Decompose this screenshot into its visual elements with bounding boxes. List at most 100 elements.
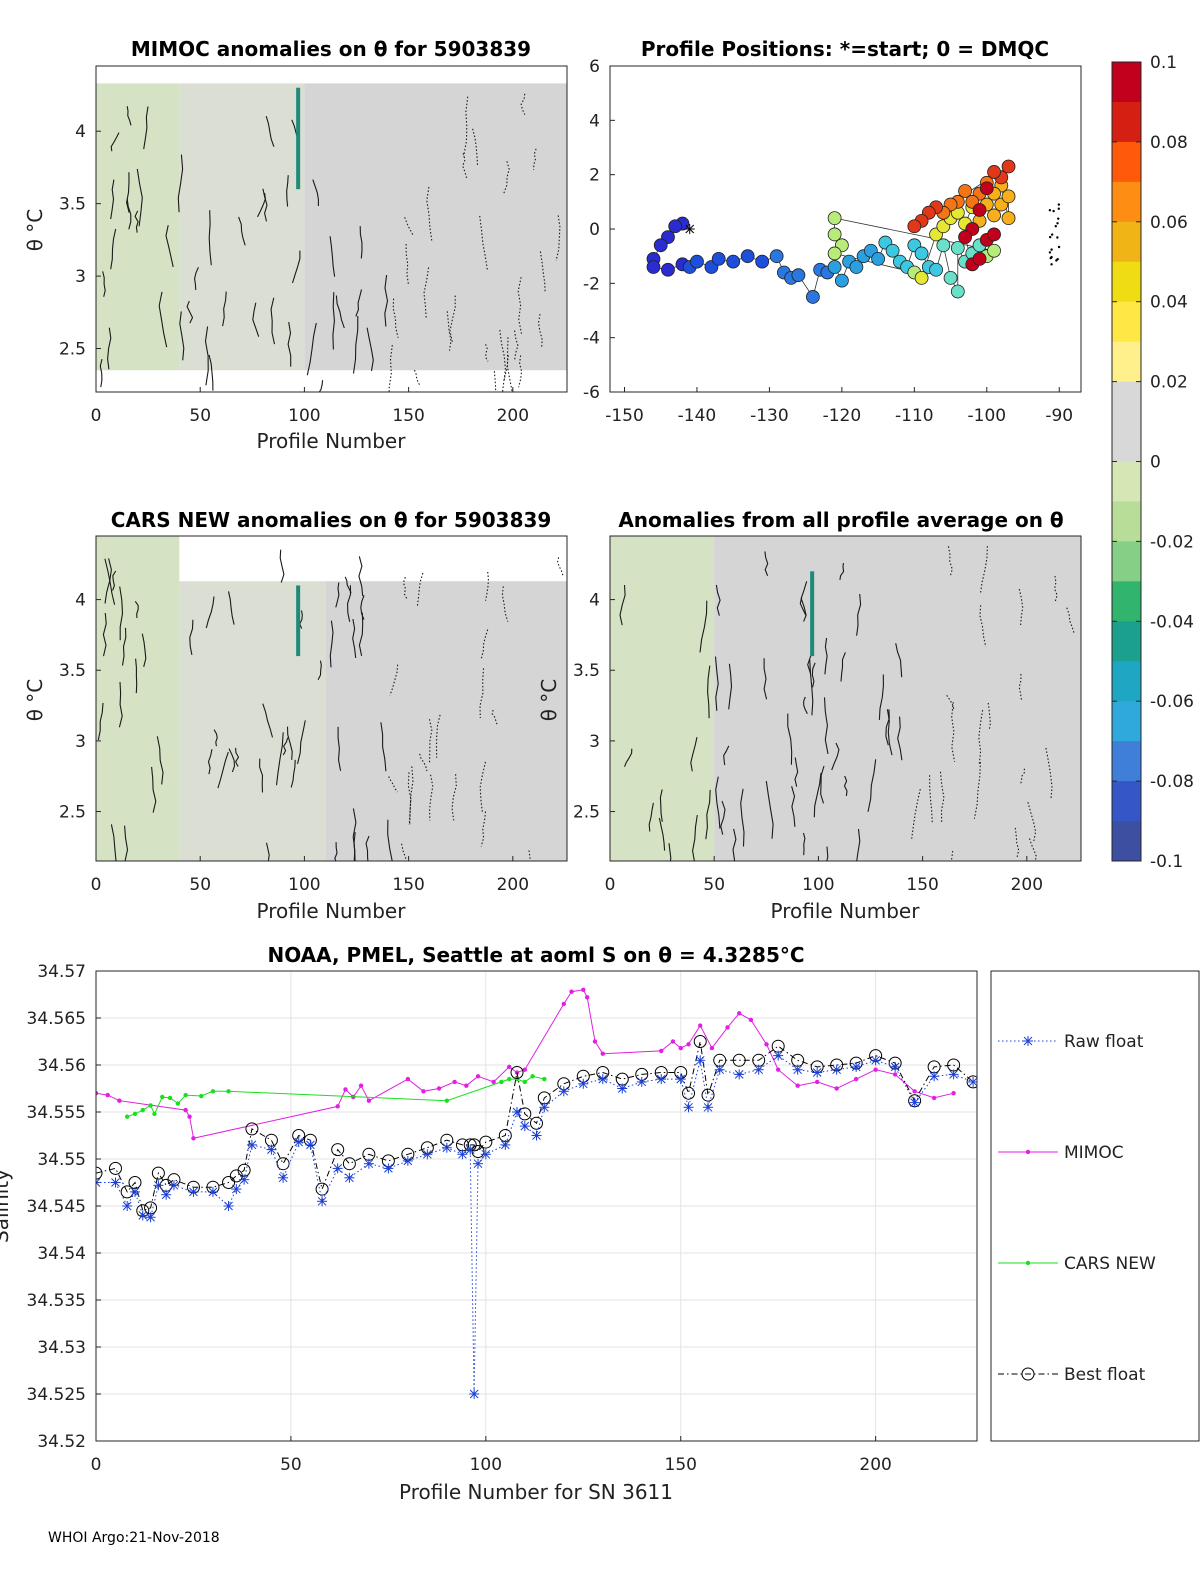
- data-point: [561, 1001, 566, 1007]
- contour-line: [947, 546, 953, 577]
- x-tick-label: -100: [968, 406, 1007, 426]
- contour-line: [705, 789, 711, 840]
- data-point: [96, 1166, 103, 1180]
- colorbar-tick-label: -0.06: [1150, 692, 1194, 712]
- contour-line: [978, 710, 984, 766]
- mimoc-axis-ticks: 0 50 100 150 200 2.5 3 3.5 4: [59, 122, 529, 426]
- contour-line: [208, 354, 214, 391]
- data-point: [436, 1086, 442, 1091]
- contour-line: [102, 612, 107, 657]
- x-tick-label: 100: [802, 875, 834, 895]
- data-point: [814, 1079, 820, 1085]
- data-point: [695, 1055, 706, 1066]
- contour-line: [765, 781, 774, 839]
- contour-line: [794, 757, 799, 787]
- contour-line: [1066, 607, 1075, 635]
- contour-line: [479, 761, 487, 813]
- contour-line: [787, 713, 793, 765]
- x-tick-label: 50: [189, 406, 211, 426]
- colorbar-swatch: [1112, 701, 1141, 742]
- contour-line: [1014, 827, 1020, 858]
- mimoc-xlabel: Profile Number: [257, 429, 407, 453]
- contour-line: [286, 175, 289, 207]
- data-point: [266, 1144, 277, 1155]
- x-tick-label: 0: [91, 875, 102, 895]
- data-point: [764, 1042, 769, 1047]
- y-tick-label: -2: [583, 274, 600, 294]
- contour-line: [312, 179, 319, 206]
- contour-line: [856, 828, 861, 861]
- contour-line: [973, 762, 981, 819]
- colorbar-swatch: [1112, 661, 1141, 702]
- contour-line: [388, 345, 393, 392]
- data-point: [358, 1083, 364, 1088]
- data-point: [124, 1114, 130, 1119]
- colorbar-tick-label: -0.04: [1150, 612, 1194, 632]
- contour-line: [107, 327, 112, 370]
- y-tick-label: 34.535: [27, 1291, 86, 1311]
- contour-line: [707, 665, 711, 719]
- colorbar-swatch: [1112, 501, 1141, 542]
- contour-line: [262, 188, 268, 222]
- contour-line: [493, 371, 497, 392]
- contour-line: [803, 696, 808, 714]
- contour-line: [118, 681, 123, 728]
- data-point: [464, 1083, 469, 1088]
- data-point: [507, 1064, 512, 1070]
- contour-line: [177, 154, 184, 213]
- data-point: [223, 1201, 234, 1211]
- data-point: [402, 1155, 413, 1166]
- data-point: [140, 1107, 145, 1113]
- anomaly-region: [179, 581, 326, 861]
- data-point: [581, 987, 586, 992]
- average-anomaly-panel: Anomalies from all profile average on θ …: [537, 508, 1082, 923]
- profile-position-point: [929, 262, 943, 277]
- contour-line: [392, 298, 399, 338]
- data-point: [344, 1172, 355, 1183]
- contour-line: [800, 581, 808, 616]
- mimoc-anomaly-panel: MIMOC anomalies on θ for 5903839 0 50 100 1…: [23, 37, 568, 453]
- dmqc-dot: [1055, 259, 1058, 262]
- data-point: [210, 1089, 216, 1094]
- contour-line: [506, 337, 513, 392]
- contour-line: [668, 843, 672, 861]
- contour-line: [1028, 838, 1037, 861]
- profile-position-point: [769, 249, 784, 264]
- contour-line: [485, 571, 489, 601]
- data-point: [245, 1122, 259, 1136]
- colorbar-swatch: [1112, 301, 1141, 343]
- y-tick-label: 4: [589, 591, 600, 611]
- contour-line: [435, 714, 441, 758]
- mimoc-heatmap: [96, 83, 567, 392]
- contour-line: [205, 596, 215, 629]
- average-axis-ticks: 0 50 100 150 200 2.5 3 3.5 4: [573, 591, 1043, 895]
- profile-position-point: [885, 243, 900, 258]
- data-point: [834, 1086, 839, 1091]
- contour-line: [208, 210, 212, 266]
- contour-line: [165, 225, 174, 268]
- contour-line: [352, 808, 357, 861]
- contour-line: [413, 369, 421, 387]
- contour-line: [533, 148, 537, 170]
- data-point: [968, 1076, 977, 1087]
- y-tick-label: 4: [75, 122, 86, 142]
- contour-line: [306, 322, 317, 376]
- footer-stamp: WHOI Argo:21-Nov-2018: [48, 1530, 220, 1546]
- contour-line: [659, 789, 663, 822]
- contour-line: [820, 765, 825, 804]
- contour-line: [520, 93, 526, 115]
- average-axes-box: [609, 535, 1082, 862]
- contour-line: [265, 116, 275, 147]
- profile-position-point: [711, 251, 726, 266]
- contour-line: [179, 311, 185, 361]
- salinity-axis-ticks: 0 50 100 150 200 34.52 34.525 34.53 34.535 34.54 3…: [27, 962, 892, 1475]
- data-point: [569, 989, 574, 994]
- colorbar-swatch: [1112, 381, 1141, 423]
- contour-line: [843, 775, 848, 797]
- profile-position-point: [827, 260, 842, 274]
- y-tick-label: 0: [589, 220, 600, 240]
- data-point: [792, 1064, 803, 1075]
- data-point: [703, 1102, 714, 1113]
- contour-line: [556, 557, 564, 578]
- profile-position-point: [755, 254, 770, 269]
